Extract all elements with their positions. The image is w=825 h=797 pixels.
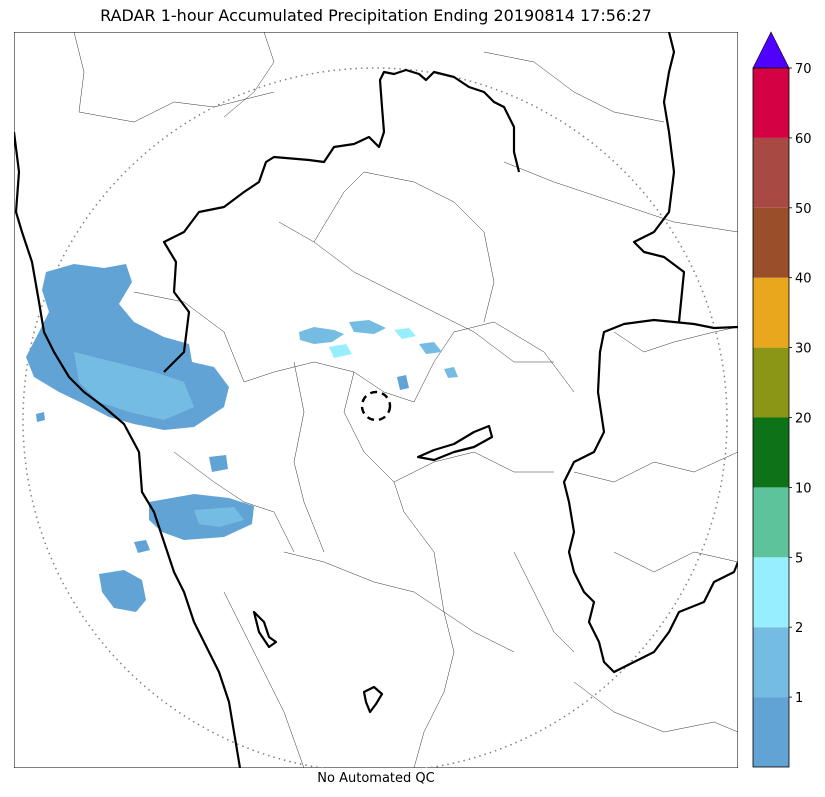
precipitation-field [26, 264, 458, 612]
range-ring [22, 67, 728, 768]
colorbar-tick-label: 30 [795, 342, 812, 357]
colorbar-tick-label: 10 [795, 481, 812, 496]
state-boundaries [14, 32, 738, 768]
colorbar-labels: 1 2 5 10 20 30 40 50 60 70 [789, 62, 812, 706]
colorbar-tick-label: 60 [795, 132, 812, 147]
colorbar-tick-label: 5 [795, 551, 803, 566]
chart-title: RADAR 1-hour Accumulated Precipitation E… [100, 6, 652, 25]
colorbar-bin [753, 557, 789, 628]
radar-site-marker [360, 390, 392, 422]
colorbar-bin [753, 697, 789, 767]
radar-map [14, 32, 738, 768]
colorbar-over-triangle [752, 31, 790, 69]
colorbar-tick-label: 70 [795, 62, 812, 77]
colorbar-tick-label: 2 [795, 621, 803, 636]
colorbar-tick-label: 50 [795, 202, 812, 217]
district-boundaries [73, 32, 738, 768]
colorbar-bin [753, 627, 789, 698]
colorbar-bin [753, 277, 789, 348]
colorbar-bin [753, 68, 789, 138]
colorbar-tick-label: 40 [795, 272, 812, 287]
colorbar-bins [752, 31, 790, 768]
colorbar-bin [753, 347, 789, 418]
colorbar-bin [753, 417, 789, 488]
colorbar-bin [753, 207, 789, 278]
colorbar-bin [753, 487, 789, 558]
colorbar-bin [753, 137, 789, 208]
colorbar-tick-label: 20 [795, 412, 812, 427]
precipitation-colorbar: 1 2 5 10 20 30 40 50 60 70 [752, 31, 812, 768]
colorbar-tick-label: 1 [795, 691, 803, 706]
qc-status-label: No Automated QC [317, 771, 435, 786]
